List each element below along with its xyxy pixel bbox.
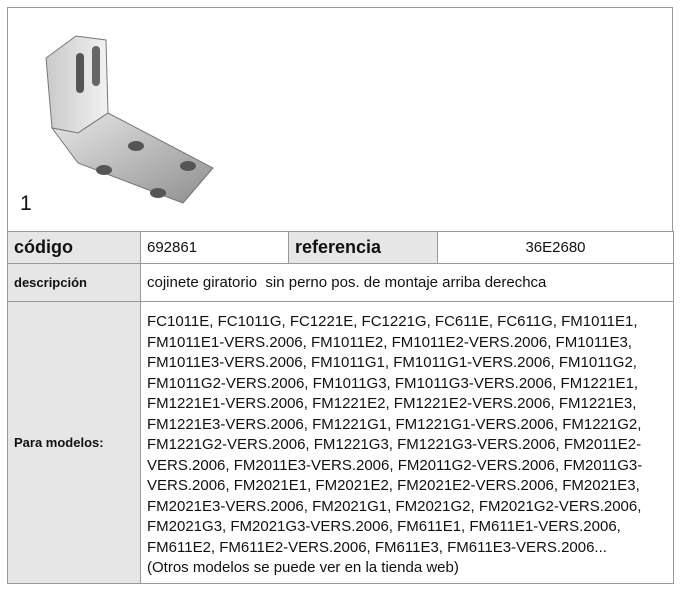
- label: referencia: [288, 231, 438, 264]
- image-cell: 1: [7, 7, 673, 231]
- row: descripción cojinete giratorio sin perno…: [7, 263, 674, 302]
- value: FC1011E, FC1011G, FC1221E, FC1221G, FC61…: [140, 301, 674, 584]
- label: código: [7, 231, 141, 264]
- value: 36E2680: [437, 231, 674, 264]
- value: cojinete giratorio sin perno pos. de mon…: [140, 263, 674, 302]
- sheet: 1 código 692861 referencia 36E2680 descr…: [7, 7, 674, 584]
- value: 692861: [140, 231, 289, 264]
- row: Para modelos: FC1011E, FC1011G, FC1221E,…: [7, 301, 674, 584]
- row: código 692861 referencia 36E2680: [7, 231, 674, 264]
- label: Para modelos:: [7, 301, 141, 584]
- models-list: FC1011E, FC1011G, FC1221E, FC1221G, FC61…: [147, 313, 643, 556]
- models-note: (Otros modelos se puede ver en la tienda…: [147, 559, 459, 576]
- spec-table: código 692861 referencia 36E2680 descrip…: [7, 231, 674, 584]
- label: descripción: [7, 263, 141, 302]
- product-image: [45, 35, 214, 204]
- image-number: 1: [20, 192, 32, 215]
